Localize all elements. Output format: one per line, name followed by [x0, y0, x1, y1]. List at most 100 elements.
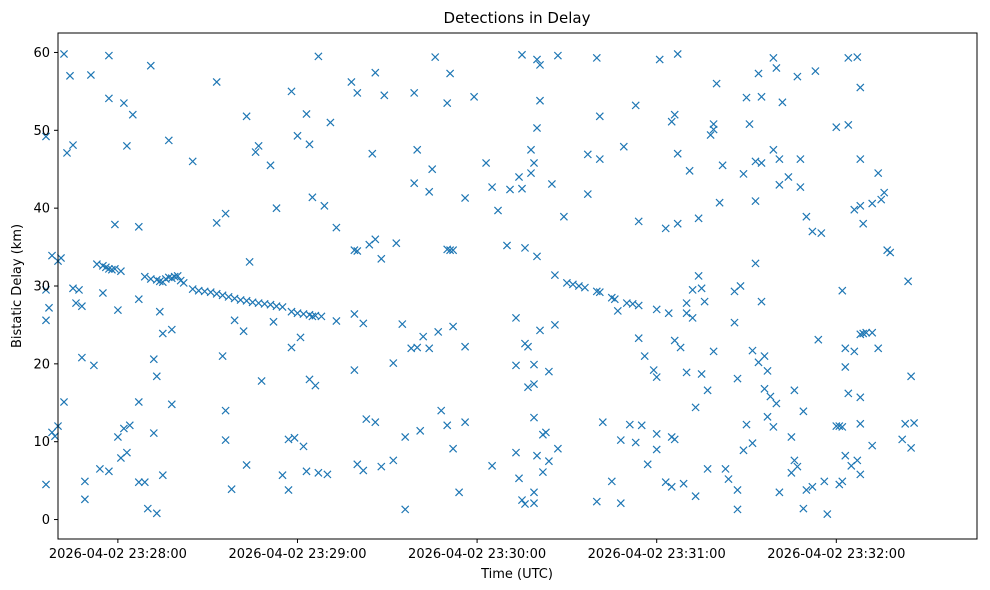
data-point [272, 204, 281, 213]
data-point [362, 415, 371, 424]
data-point [245, 257, 254, 266]
data-point [212, 218, 221, 227]
data-point [769, 145, 778, 154]
data-point [592, 53, 601, 62]
data-point [709, 347, 718, 356]
data-point [757, 297, 766, 306]
data-point [880, 188, 889, 197]
y-axis-label: Bistatic Delay (km) [10, 224, 25, 348]
data-point [221, 436, 230, 445]
data-point [523, 383, 533, 392]
data-point [65, 71, 75, 80]
data-point [287, 307, 296, 316]
data-point [757, 92, 766, 101]
data-point [637, 421, 646, 430]
data-point [676, 343, 685, 352]
data-point [874, 169, 883, 178]
x-tick-label: 2026-04-02 23:32:00 [767, 547, 905, 562]
data-point [401, 432, 410, 442]
data-point [514, 172, 524, 182]
data-point [856, 83, 865, 92]
data-point [278, 471, 287, 480]
data-point [778, 98, 787, 107]
data-point [305, 375, 314, 384]
y-tick-label: 50 [33, 124, 50, 139]
data-point [652, 305, 661, 314]
data-point [224, 292, 233, 301]
data-point [206, 288, 215, 297]
data-point [520, 243, 530, 252]
data-point [802, 485, 811, 495]
data-point [410, 179, 419, 188]
data-point [784, 172, 793, 182]
data-point [502, 241, 512, 250]
data-point [559, 212, 568, 221]
data-point [724, 475, 733, 484]
data-point [350, 246, 359, 255]
data-point [56, 253, 66, 263]
data-point [652, 445, 661, 454]
data-point [652, 373, 661, 382]
data-point [868, 328, 877, 337]
data-point [529, 499, 539, 508]
data-point [488, 461, 497, 470]
data-point [529, 360, 539, 369]
data-point [742, 93, 751, 102]
data-point [86, 70, 95, 80]
data-point [763, 366, 772, 375]
data-point [134, 222, 143, 231]
data-point [814, 335, 823, 344]
data-point [308, 312, 317, 321]
data-point [631, 438, 640, 447]
data-point [517, 50, 527, 59]
data-point [616, 436, 625, 445]
data-point [398, 320, 407, 329]
data-point [793, 462, 802, 471]
data-point [841, 451, 850, 460]
data-point [661, 224, 670, 233]
data-point [104, 51, 113, 60]
data-point [853, 53, 862, 62]
data-point [227, 485, 236, 494]
data-point [631, 101, 640, 110]
data-point [703, 464, 712, 473]
data-point [652, 429, 661, 438]
data-point [77, 353, 86, 362]
data-point [529, 158, 539, 168]
data-point [793, 72, 802, 81]
data-point [449, 322, 458, 331]
data-point [844, 389, 853, 398]
data-point [221, 209, 230, 218]
data-point [736, 281, 745, 291]
data-point [874, 344, 883, 353]
data-point [314, 52, 323, 61]
data-point [134, 295, 143, 304]
data-point [128, 110, 137, 119]
data-point [844, 53, 853, 62]
data-point [526, 145, 536, 154]
data-point [718, 161, 727, 170]
data-point [700, 297, 709, 306]
data-point [110, 220, 119, 229]
chart-title: Detections in Delay [444, 9, 591, 27]
data-point [670, 110, 679, 119]
data-point [739, 169, 748, 178]
data-point [856, 393, 865, 402]
data-point [443, 421, 452, 430]
data-point [350, 366, 359, 375]
data-point [511, 313, 521, 322]
data-point [326, 118, 335, 127]
data-point [167, 400, 176, 409]
data-point [592, 497, 601, 506]
data-point [634, 217, 643, 226]
data-point [41, 132, 51, 141]
data-point [583, 150, 592, 159]
data-points [41, 49, 919, 519]
data-point [742, 420, 751, 429]
data-point [838, 286, 847, 295]
data-point [505, 185, 515, 194]
data-point [760, 352, 769, 361]
data-point [592, 287, 601, 296]
data-point [535, 326, 545, 335]
data-point [595, 155, 604, 164]
